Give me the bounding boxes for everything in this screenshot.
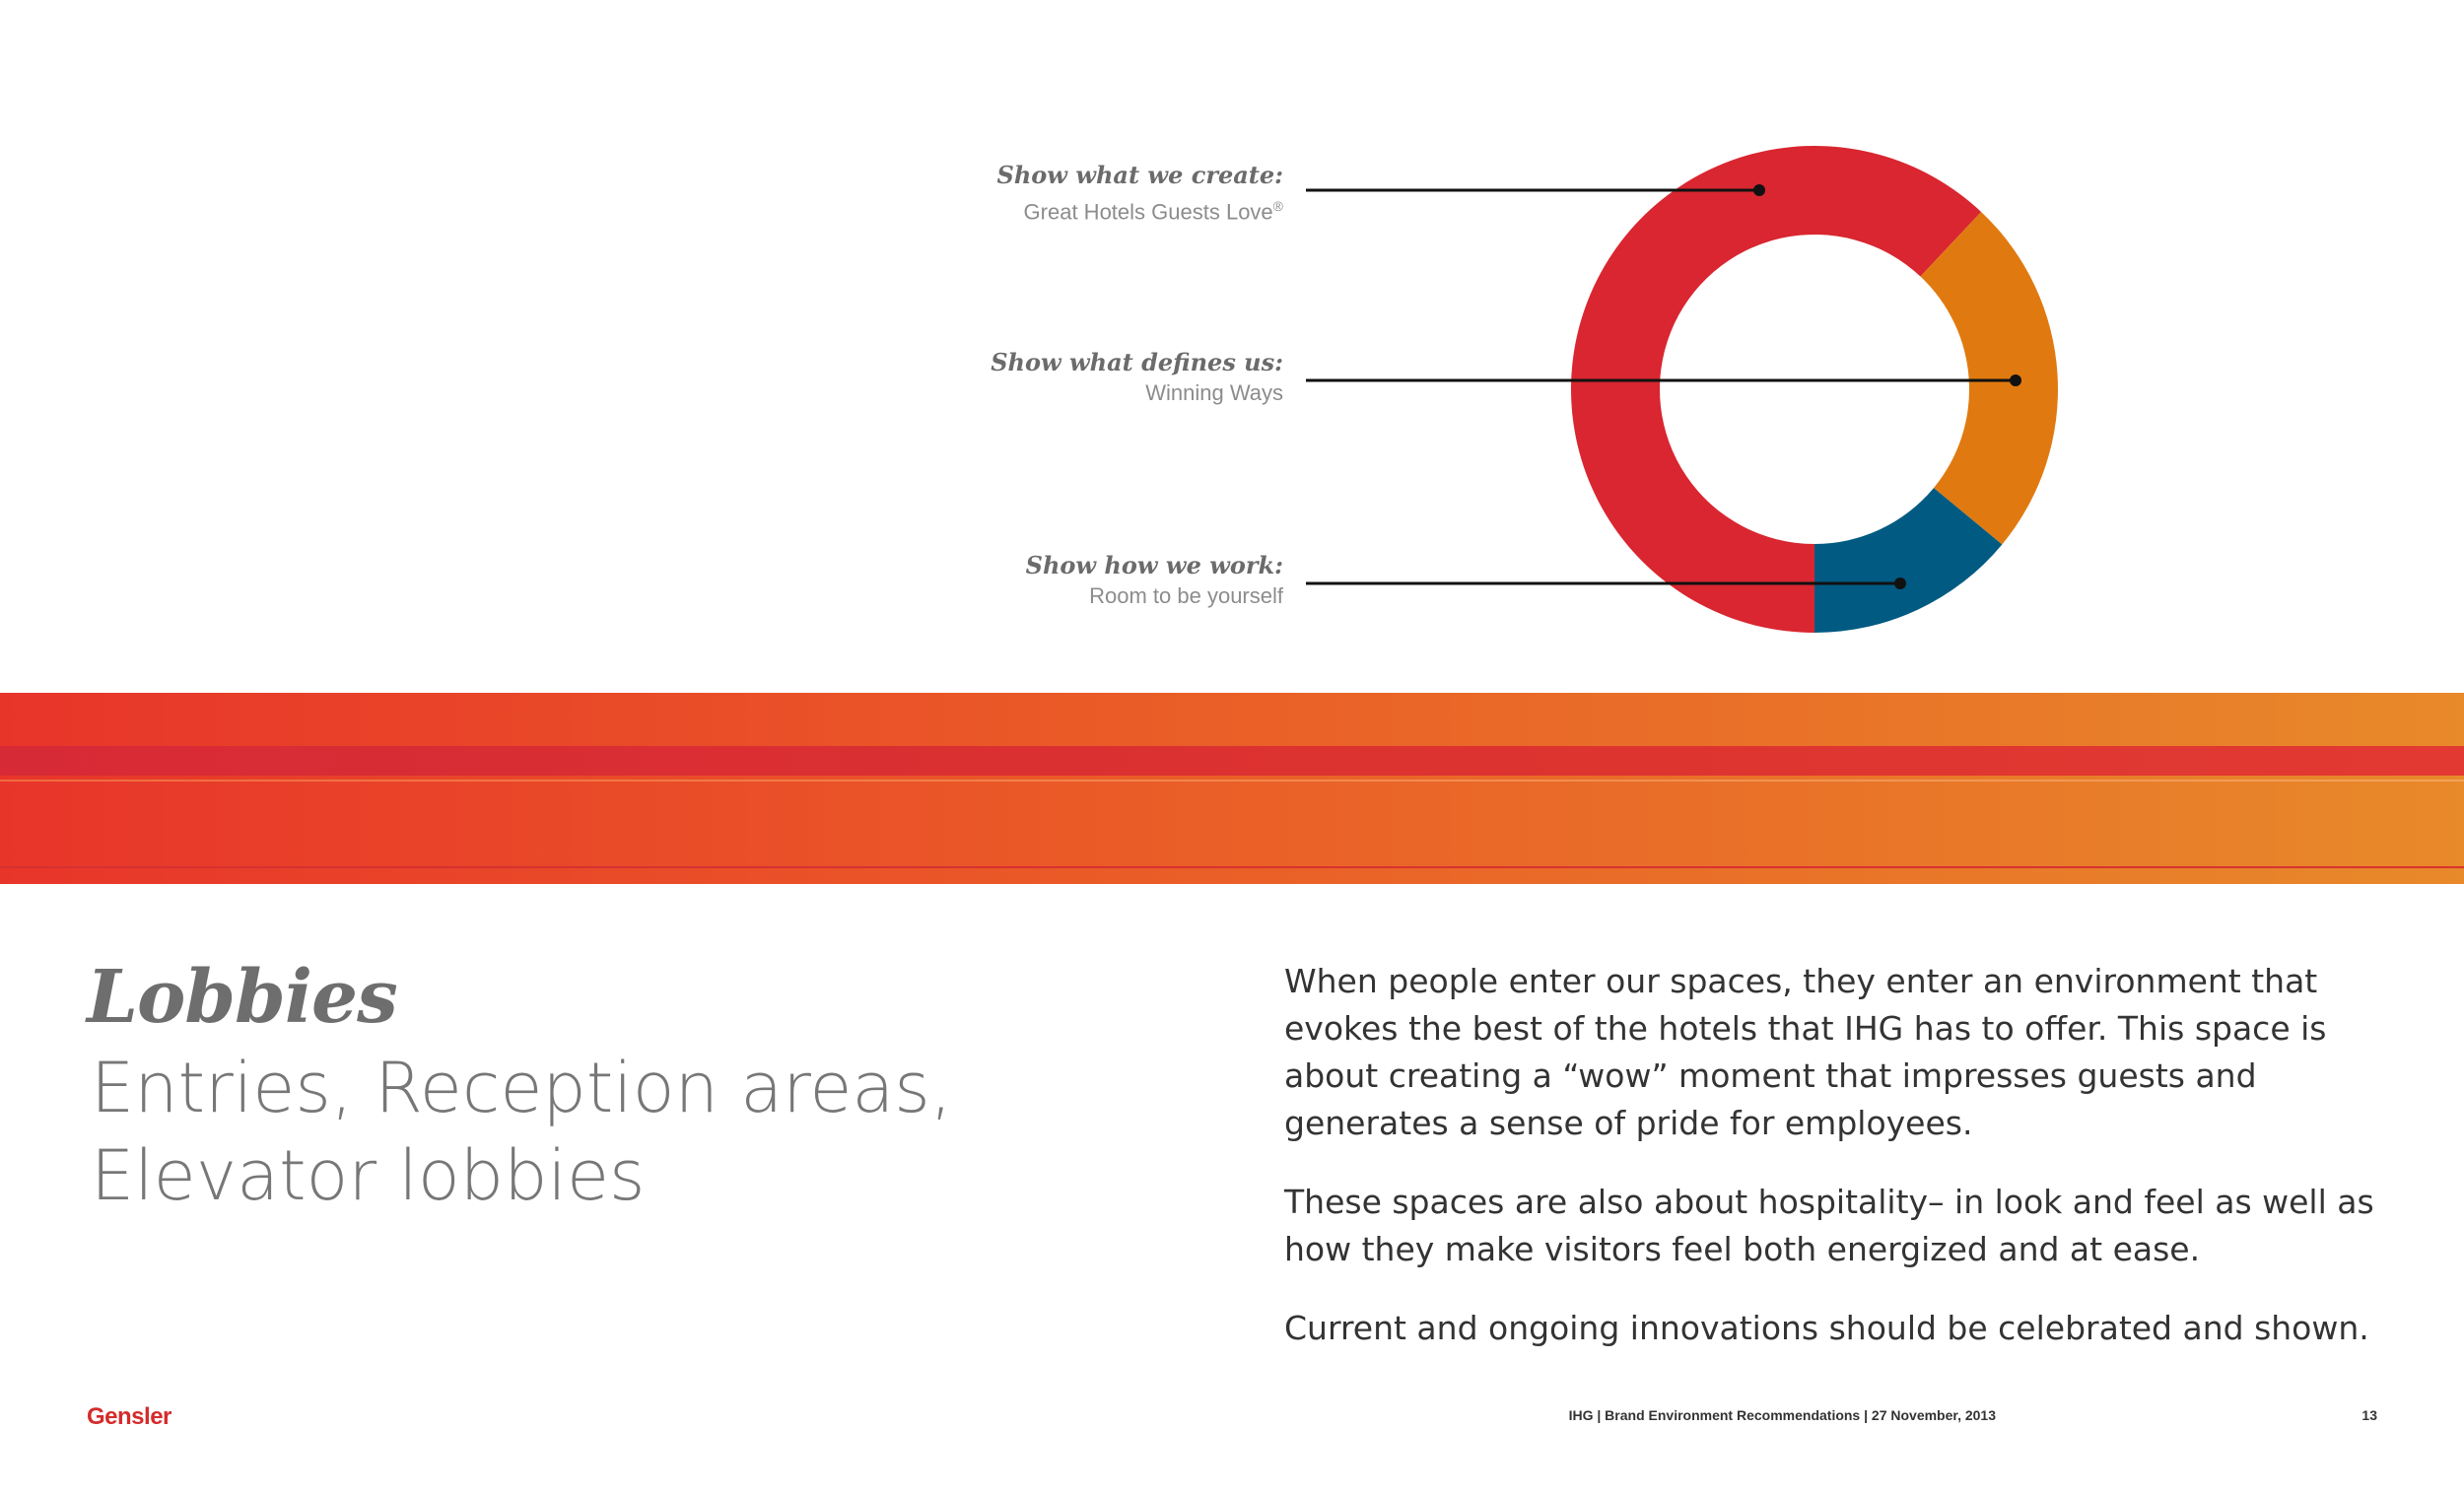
callout-defines-heading: Show what defines us: — [991, 348, 1283, 376]
footer-document-info: IHG | Brand Environment Recommendations … — [1568, 1407, 1996, 1423]
body-paragraph-1: When people enter our spaces, they enter… — [1284, 962, 2327, 1142]
callout-work: Show how we work: Room to be yourself — [1026, 550, 1283, 611]
callout-work-text: Room to be yourself — [1089, 583, 1283, 608]
page-number: 13 — [2361, 1407, 2377, 1423]
band-bottom-line — [0, 866, 2464, 868]
registered-mark: ® — [1272, 198, 1283, 214]
callout-work-heading: Show how we work: — [1025, 551, 1283, 579]
leader-dot-create — [1753, 184, 1765, 196]
body-paragraph-2: These spaces are also about hospitality–… — [1284, 1183, 2374, 1268]
body-text: When people enter our spaces, they enter… — [1284, 958, 2398, 1384]
donut-chart — [1306, 145, 2058, 633]
leader-dot-work — [1894, 578, 1906, 589]
callout-create-heading: Show what we create: — [996, 161, 1283, 189]
leader-dot-defines — [2010, 374, 2021, 386]
gensler-logo: Gensler — [87, 1403, 171, 1430]
band-stripe — [0, 746, 2464, 776]
callout-create-text: Great Hotels Guests Love® — [1023, 198, 1283, 225]
body-paragraph-3: Current and ongoing innovations should b… — [1284, 1309, 2369, 1347]
donut-segment-work — [1814, 488, 2003, 633]
callout-create: Show what we create: Great Hotels Guests… — [997, 160, 1283, 227]
gradient-band — [0, 693, 2464, 884]
donut-segment-defines — [1920, 211, 2058, 545]
section-title: Lobbies — [87, 955, 398, 1040]
callout-defines: Show what defines us: Winning Ways — [991, 347, 1283, 408]
donut-segment-create — [1571, 145, 1982, 633]
section-subtitle: Entries, Reception areas, Elevator lobbi… — [91, 1048, 953, 1216]
band-highlight-line — [0, 780, 2464, 782]
callout-defines-text: Winning Ways — [1145, 380, 1283, 405]
